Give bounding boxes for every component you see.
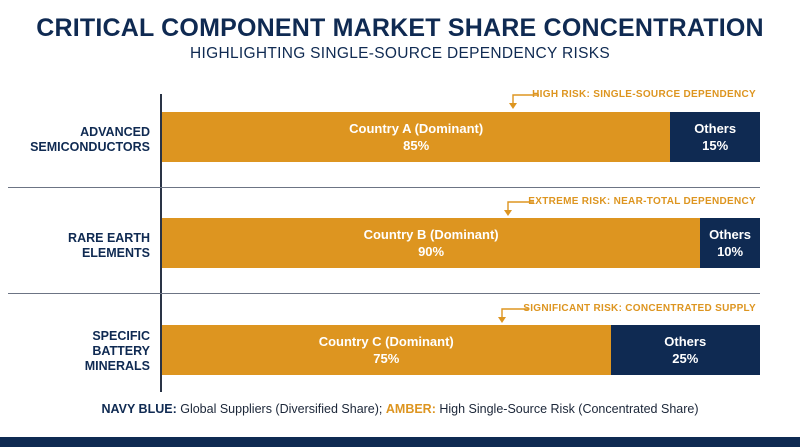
- others-label: Others: [709, 227, 752, 242]
- dominant-label: Country A (Dominant): [349, 121, 484, 136]
- stacked-bar-battery-minerals: Country C (Dominant) 75% Others 25%: [162, 325, 760, 375]
- category-label-semiconductors: ADVANCED SEMICONDUCTORS: [4, 125, 150, 155]
- dominant-value: 85%: [403, 138, 430, 153]
- footer-bar: [0, 437, 800, 447]
- bar-segment-others: Others 25%: [610, 325, 760, 375]
- bar-segment-others: Others 10%: [700, 218, 760, 268]
- chart-subtitle: HIGHLIGHTING SINGLE-SOURCE DEPENDENCY RI…: [190, 45, 610, 62]
- stacked-bar-rare-earth: Country B (Dominant) 90% Others 10%: [162, 218, 760, 268]
- risk-annotation: EXTREME RISK: NEAR-TOTAL DEPENDENCY: [528, 196, 756, 207]
- others-label: Others: [694, 121, 737, 136]
- category-label-line: MINERALS: [84, 359, 150, 373]
- dominant-label: Country B (Dominant): [363, 227, 499, 242]
- risk-arrow-icon: [509, 94, 539, 109]
- others-value: 10%: [717, 244, 744, 259]
- bar-segment-others: Others 15%: [670, 112, 760, 162]
- bar-segment-dominant: Country B (Dominant) 90%: [162, 218, 701, 268]
- risk-arrow-icon: [498, 308, 528, 323]
- category-label-line: ADVANCED: [80, 125, 150, 139]
- dominant-value: 75%: [373, 351, 400, 366]
- legend-navy-key: NAVY BLUE:: [101, 402, 177, 416]
- chart-title: CRITICAL COMPONENT MARKET SHARE CONCENTR…: [36, 14, 764, 42]
- legend: NAVY BLUE: Global Suppliers (Diversified…: [0, 402, 800, 416]
- bar-segment-dominant: Country C (Dominant) 75%: [162, 325, 611, 375]
- category-label-line: RARE EARTH: [68, 231, 150, 245]
- risk-annotation: HIGH RISK: SINGLE-SOURCE DEPENDENCY: [532, 89, 756, 100]
- others-value: 25%: [672, 351, 699, 366]
- stacked-bar-semiconductors: Country A (Dominant) 85% Others 15%: [162, 112, 760, 162]
- risk-arrow-icon: [504, 201, 534, 216]
- dominant-value: 90%: [418, 244, 445, 259]
- y-axis-line: [160, 94, 162, 392]
- category-separator: [8, 293, 760, 294]
- risk-annotation: SIGNIFICANT RISK: CONCENTRATED SUPPLY: [523, 303, 756, 314]
- others-label: Others: [664, 334, 707, 349]
- category-label-line: BATTERY: [92, 344, 150, 358]
- legend-navy-text: Global Suppliers (Diversified Share);: [176, 402, 386, 416]
- legend-amber-key: AMBER:: [385, 402, 436, 416]
- category-label-line: SEMICONDUCTORS: [30, 140, 150, 154]
- category-label-rare-earth: RARE EARTH ELEMENTS: [4, 231, 150, 261]
- legend-amber-text: High Single-Source Risk (Concentrated Sh…: [435, 402, 699, 416]
- others-value: 15%: [702, 138, 729, 153]
- bar-segment-dominant: Country A (Dominant) 85%: [162, 112, 671, 162]
- category-separator: [8, 187, 760, 188]
- dominant-label: Country C (Dominant): [318, 334, 454, 349]
- category-label-line: ELEMENTS: [81, 246, 150, 260]
- category-label-battery-minerals: SPECIFIC BATTERY MINERALS: [4, 329, 150, 374]
- category-label-line: SPECIFIC: [92, 329, 150, 343]
